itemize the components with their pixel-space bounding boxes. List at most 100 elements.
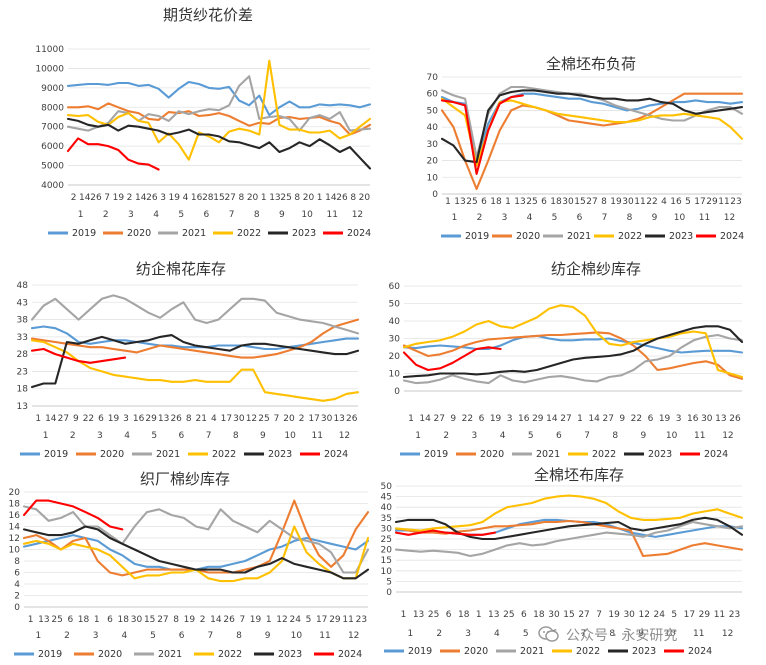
x-tick-label: 6 xyxy=(107,615,113,625)
x-tick-label: 1 xyxy=(577,414,583,424)
x-tick-label: 13 xyxy=(715,414,726,424)
x-month-label: 4 xyxy=(500,431,506,441)
y-tick-label: 38 xyxy=(17,316,29,326)
x-tick-label: 24 xyxy=(290,615,302,625)
x-month-label: 5 xyxy=(528,431,534,441)
x-tick-label: 25 xyxy=(280,193,291,203)
x-month-label: 4 xyxy=(527,213,533,223)
x-month-label: 11 xyxy=(312,431,323,441)
y-tick-label: 70 xyxy=(427,73,439,83)
x-month-label: 1 xyxy=(78,210,84,220)
y-tick-label: 9000 xyxy=(41,84,64,94)
x-tick-label: 6 xyxy=(481,197,487,207)
legend-label-2023: 2023 xyxy=(268,449,292,460)
legend-label-2022: 2022 xyxy=(218,649,242,660)
x-month-label: 4 xyxy=(121,631,127,641)
legend-label-2019: 2019 xyxy=(72,228,96,239)
x-month-label: 8 xyxy=(236,631,242,641)
chart-title: 纺企棉花库存 xyxy=(136,260,226,278)
y-tick-label: 0 xyxy=(394,387,400,397)
y-tick-label: 10 xyxy=(389,370,401,380)
x-tick-label: 1 xyxy=(505,197,511,207)
series-line-2019 xyxy=(66,80,372,117)
y-tick-label: 0 xyxy=(386,588,392,598)
watermark-text: 公众号 · 永安研究 xyxy=(566,628,678,644)
x-month-label: 3 xyxy=(472,431,478,441)
legend-label-2024: 2024 xyxy=(720,231,744,242)
x-tick-label: 16 xyxy=(687,414,699,424)
x-tick-label: 2 xyxy=(127,193,133,203)
legend-label-2020: 2020 xyxy=(100,449,124,460)
x-tick-label: 26 xyxy=(170,414,182,424)
y-tick-label: 60 xyxy=(427,90,439,100)
x-tick-label: 18 xyxy=(118,615,130,625)
x-tick-label: 1 xyxy=(28,615,34,625)
x-tick-label: 19 xyxy=(250,615,262,625)
x-tick-label: 1 xyxy=(94,615,100,625)
x-tick-label: 19 xyxy=(113,193,125,203)
y-tick-label: 28 xyxy=(17,350,29,360)
y-tick-label: 35 xyxy=(381,514,392,524)
legend-label-2022: 2022 xyxy=(237,228,261,239)
legend-label-2019: 2019 xyxy=(465,231,489,242)
x-tick-label: 17 xyxy=(694,197,705,207)
y-tick-label: 0 xyxy=(432,190,438,200)
series-line-2023 xyxy=(66,117,372,170)
x-tick-label: 18 xyxy=(550,197,562,207)
x-tick-label: 27 xyxy=(433,414,444,424)
x-month-label: 2 xyxy=(64,631,70,641)
x-month-label: 9 xyxy=(279,210,285,220)
y-tick-label: 11000 xyxy=(35,45,64,55)
x-month-label: 7 xyxy=(602,213,608,223)
legend-label-2020: 2020 xyxy=(464,646,488,657)
x-tick-label: 1 xyxy=(408,414,414,424)
x-tick-label: 18 xyxy=(533,610,545,620)
legend-label-2021: 2021 xyxy=(156,449,180,460)
x-tick-label: 27 xyxy=(602,414,613,424)
x-month-label: 10 xyxy=(284,431,296,441)
x-tick-label: 7 xyxy=(274,414,280,424)
x-tick-label: 29 xyxy=(532,414,544,424)
y-tick-label: 23 xyxy=(17,367,28,377)
x-tick-label: 12 xyxy=(276,615,287,625)
y-tick-label: 20 xyxy=(381,546,393,556)
x-tick-label: 14 xyxy=(210,615,222,625)
legend-label-2024: 2024 xyxy=(338,649,362,660)
x-tick-label: 14 xyxy=(45,414,57,424)
x-month-label: 7 xyxy=(581,629,587,639)
series-line-2021 xyxy=(66,75,372,132)
x-tick-label: 18 xyxy=(490,197,502,207)
x-tick-label: 7 xyxy=(239,615,245,625)
x-tick-label: 13 xyxy=(514,197,525,207)
y-tick-label: 40 xyxy=(427,123,439,133)
x-tick-label: 3 xyxy=(123,414,129,424)
watermark: 公众号 · 永安研究 xyxy=(538,624,758,646)
x-month-label: 2 xyxy=(103,210,109,220)
x-tick-label: 25 xyxy=(503,610,514,620)
x-tick-label: 20 xyxy=(303,193,315,203)
x-month-label: 7 xyxy=(206,431,212,441)
y-tick-label: 20 xyxy=(389,352,401,362)
y-tick-label: 10 xyxy=(381,567,393,577)
y-tick-label: 6 xyxy=(14,569,20,579)
y-tick-label: 8 xyxy=(14,557,20,567)
x-tick-label: 30 xyxy=(622,197,634,207)
x-tick-label: 3 xyxy=(507,414,513,424)
x-month-label: 4 xyxy=(494,629,500,639)
x-tick-label: 13 xyxy=(413,610,424,620)
x-month-label: 2 xyxy=(443,431,449,441)
x-tick-label: 22 xyxy=(462,414,473,424)
x-tick-label: 8 xyxy=(173,615,179,625)
y-tick-label: 10000 xyxy=(35,64,64,74)
x-tick-label: 4 xyxy=(211,414,217,424)
x-month-label: 12 xyxy=(339,431,350,441)
y-tick-label: 15 xyxy=(381,556,392,566)
x-tick-label: 1 xyxy=(401,610,407,620)
x-tick-label: 8 xyxy=(186,414,192,424)
y-tick-label: 5 xyxy=(386,577,392,587)
x-month-label: 1 xyxy=(452,213,458,223)
x-tick-label: 30 xyxy=(131,615,143,625)
legend-label-2023: 2023 xyxy=(632,646,656,657)
y-tick-label: 14 xyxy=(9,523,21,533)
x-tick-label: 17 xyxy=(684,610,695,620)
